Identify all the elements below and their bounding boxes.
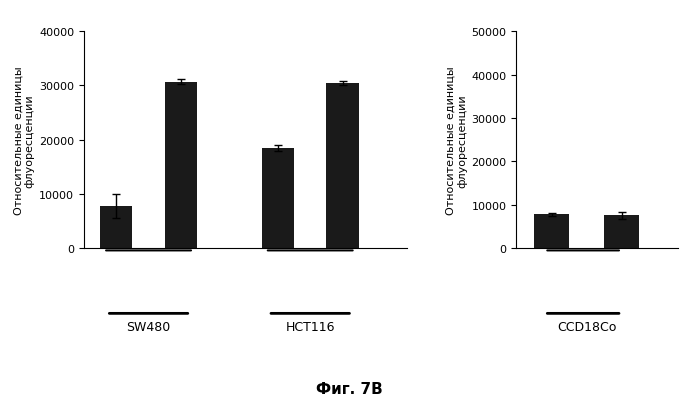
Bar bbox=[604, 216, 640, 249]
Bar bbox=[165, 83, 197, 249]
Y-axis label: Относительные единицы
флуоресценции: Относительные единицы флуоресценции bbox=[13, 66, 35, 215]
Text: Фиг. 7В: Фиг. 7В bbox=[316, 381, 383, 396]
Bar bbox=[326, 83, 359, 249]
Text: CCD18Co: CCD18Co bbox=[557, 320, 617, 333]
Bar bbox=[100, 207, 132, 249]
Text: SW480: SW480 bbox=[127, 320, 171, 333]
Bar bbox=[534, 215, 569, 249]
Text: HCT116: HCT116 bbox=[285, 320, 335, 333]
Y-axis label: Относительные единицы
флуоресценции: Относительные единицы флуоресценции bbox=[446, 66, 468, 215]
Bar bbox=[261, 148, 294, 249]
